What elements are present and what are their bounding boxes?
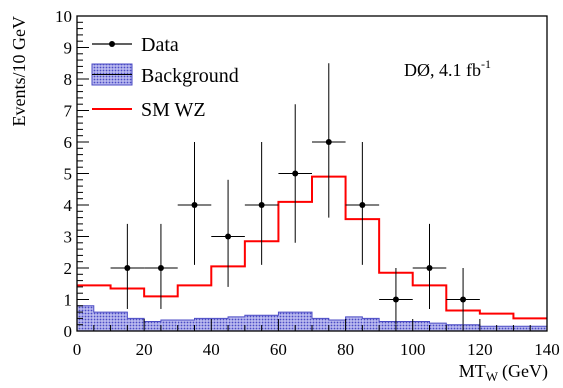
data-point-marker <box>426 265 433 271</box>
legend-label-background: Background <box>141 65 239 87</box>
x-axis-title-unit: (GeV) <box>502 361 548 382</box>
background-bar <box>362 318 380 331</box>
background-bar <box>530 326 547 331</box>
x-tick-label: 60 <box>270 340 287 359</box>
legend-item-sm-wz: SM WZ <box>92 99 206 121</box>
data-point <box>312 63 346 218</box>
data-point <box>379 268 413 325</box>
background-bar <box>278 312 296 331</box>
background-bar <box>312 318 329 331</box>
legend-label-sm-wz: SM WZ <box>141 99 206 121</box>
x-tick-label: 120 <box>467 340 493 359</box>
data-point <box>278 104 312 243</box>
y-tick-label: 0 <box>64 322 73 341</box>
data-point-marker <box>191 202 198 208</box>
y-tick-label: 9 <box>64 39 73 58</box>
data-point <box>144 223 178 309</box>
x-tick-label: 100 <box>400 340 426 359</box>
x-tick-label: 20 <box>136 340 153 359</box>
background-bar <box>328 319 346 331</box>
y-tick-label: 10 <box>55 7 72 26</box>
legend: Data Background SM WZ <box>91 34 239 121</box>
background-bar <box>110 312 128 331</box>
background-bar <box>429 323 447 331</box>
x-tick-label: 40 <box>203 340 220 359</box>
legend-data-marker <box>109 41 115 47</box>
background-bar <box>194 318 212 331</box>
background-bar <box>127 318 145 331</box>
experiment-label: DØ, 4.1 fb <box>404 60 481 80</box>
y-tick-label: 3 <box>64 228 73 247</box>
data-point-marker <box>292 170 299 177</box>
y-tick-label: 6 <box>64 133 73 152</box>
background-histogram-layer <box>76 305 548 331</box>
background-bar <box>228 316 245 331</box>
data-points-layer <box>110 63 480 325</box>
data-point-marker <box>157 265 164 271</box>
experiment-annotation: DØ, 4.1 fb-1 <box>404 57 491 80</box>
background-bar <box>160 319 178 331</box>
legend-label-data: Data <box>141 34 179 56</box>
background-bar <box>261 315 279 331</box>
sm-wz-step-line <box>77 175 547 320</box>
y-tick-label: 1 <box>64 291 73 310</box>
background-bar <box>295 312 312 331</box>
tick-marks-layer <box>76 15 548 332</box>
sm-wz-line-layer <box>77 175 547 320</box>
background-bar <box>144 321 161 331</box>
data-point-marker <box>392 296 399 303</box>
background-bar <box>496 326 514 331</box>
background-bar <box>463 324 480 331</box>
x-axis-title-subscript: W <box>486 369 499 383</box>
y-tick-label: 5 <box>64 165 73 184</box>
background-bar <box>479 326 497 331</box>
data-point <box>345 142 380 265</box>
background-bar <box>412 321 430 331</box>
luminosity-superscript: -1 <box>481 57 491 71</box>
data-point-marker <box>225 233 232 240</box>
data-point-marker <box>460 296 467 303</box>
y-tick-label: 7 <box>64 102 73 121</box>
background-bar <box>177 319 195 331</box>
y-tick-label: 2 <box>64 259 73 278</box>
background-bar <box>379 321 396 331</box>
data-point <box>446 268 480 325</box>
data-point <box>177 142 212 265</box>
x-axis-title: MTW (GeV) <box>459 361 548 383</box>
data-point <box>110 223 145 309</box>
y-tick-label: 8 <box>64 70 73 89</box>
data-point-marker <box>258 202 265 208</box>
background-bar <box>345 316 363 331</box>
data-point-marker <box>325 139 332 145</box>
background-bar <box>93 312 111 331</box>
background-bar <box>395 321 413 331</box>
background-bar <box>244 315 262 331</box>
legend-item-background: Background <box>91 63 239 87</box>
background-bar <box>513 326 531 331</box>
data-point <box>211 179 245 287</box>
x-axis-title-main: MT <box>459 361 486 381</box>
y-axis-title: Events/10 GeV <box>9 16 29 126</box>
background-bar <box>446 324 464 331</box>
x-tick-label: 0 <box>73 340 82 359</box>
x-tick-label: 140 <box>534 340 560 359</box>
x-tick-label: 80 <box>337 340 354 359</box>
y-tick-label: 4 <box>64 196 73 215</box>
legend-item-data: Data <box>92 34 179 56</box>
data-point-marker <box>124 265 131 271</box>
data-point-marker <box>359 202 366 208</box>
data-point <box>412 223 447 309</box>
tick-labels-layer: 0 20 40 60 80 100 120 140 0 1 2 3 4 5 6 7 8 9 10 <box>55 7 560 359</box>
background-bar <box>211 318 229 331</box>
data-point <box>244 142 279 265</box>
